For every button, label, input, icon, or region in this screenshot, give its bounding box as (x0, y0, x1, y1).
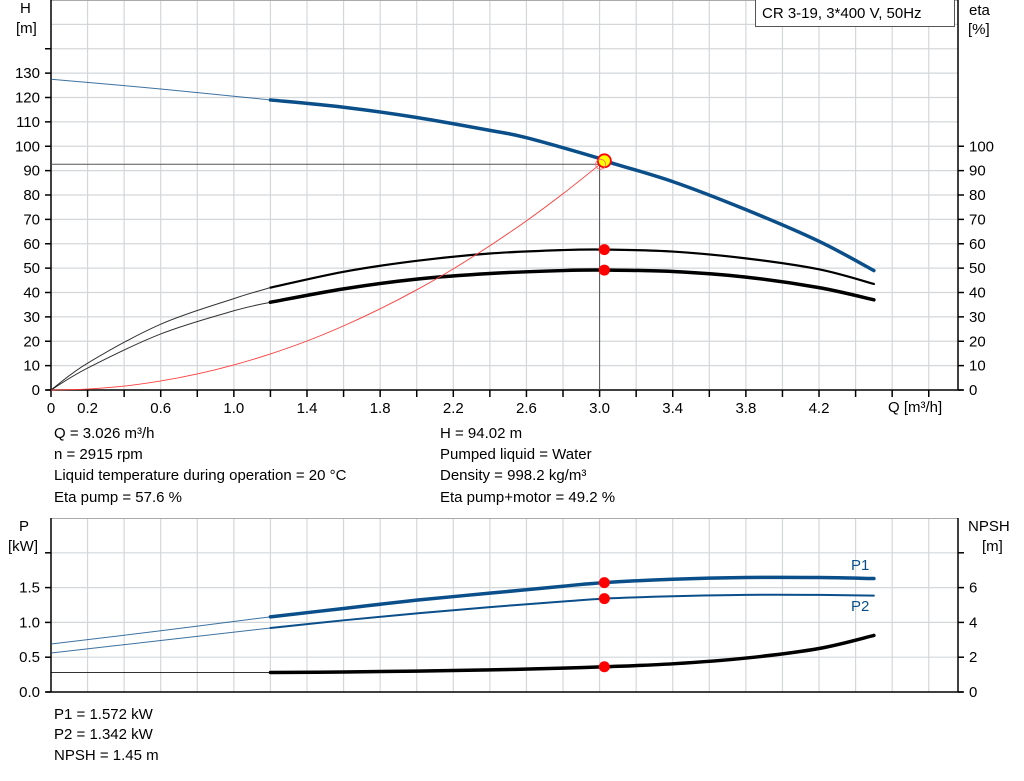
operating-point-NPSH (598, 661, 610, 673)
series-P1-extrapolated (50, 616, 271, 645)
info-p1: P1 = 1.572 kW (54, 706, 153, 723)
h-axis-label: H (20, 0, 31, 17)
x-tick-label: 2.6 (516, 400, 537, 417)
series-eta_pump-line (269, 248, 875, 289)
series-P1-line (268, 575, 876, 619)
h-axis-unit: [m] (16, 20, 37, 37)
x-tick-label: 1.4 (297, 400, 318, 417)
y-tick-label: 10 (23, 358, 40, 375)
series-eta_pump_motor-line (268, 268, 876, 304)
series-eta_pump_motor-extrapolated (50, 301, 271, 391)
x-tick-label: 0.6 (150, 400, 171, 417)
system-curve-intersection-marker (595, 158, 606, 170)
y-tick-label: 70 (23, 211, 40, 228)
y-tick-label: 60 (23, 236, 40, 253)
y-tick-label: 0 (32, 382, 40, 399)
y2-tick-label: 6 (969, 580, 977, 597)
chart-title-box: CR 3-19, 3*400 V, 50Hz (755, 0, 955, 27)
y-tick-label: 0.0 (19, 684, 40, 701)
series-eta_pump-extrapolated (50, 287, 271, 391)
y-tick-label: 130 (15, 65, 40, 82)
y2-tick-label: 40 (969, 285, 986, 302)
x-tick-label: 1.0 (223, 400, 244, 417)
x-tick-label: 4.2 (809, 400, 830, 417)
y-tick-label: 50 (23, 260, 40, 277)
y-tick-label: 1.0 (19, 614, 40, 631)
info-temp: Liquid temperature during operation = 20… (54, 467, 347, 484)
y-tick-label: 80 (23, 187, 40, 204)
npsh-axis-unit: [m] (982, 538, 1003, 555)
info-liquid: Pumped liquid = Water (440, 446, 592, 463)
y-tick-label: 30 (23, 309, 40, 326)
y-tick-label: 0.5 (19, 649, 40, 666)
info-npsh: NPSH = 1.45 m (54, 747, 159, 764)
x-tick-label: 0 (47, 400, 55, 417)
y2-tick-label: 10 (969, 358, 986, 375)
y2-tick-label: 100 (969, 138, 994, 155)
y2-tick-label: 0 (969, 684, 977, 701)
y-tick-label: 40 (23, 285, 40, 302)
y2-tick-label: 20 (969, 333, 986, 350)
y2-tick-label: 60 (969, 236, 986, 253)
info-h: H = 94.02 m (440, 425, 523, 442)
x-tick-label: 3.0 (589, 400, 610, 417)
y2-tick-label: 70 (969, 211, 986, 228)
x-tick-label: 1.8 (370, 400, 391, 417)
y2-tick-label: 4 (969, 614, 977, 631)
operating-point-eta_pump_motor (598, 264, 610, 276)
operating-point-P1 (598, 577, 610, 589)
x-tick-label: 0.2 (77, 400, 98, 417)
eta-axis-label: eta (969, 2, 990, 19)
series-H-line (268, 98, 876, 273)
series-P2-extrapolated (50, 627, 271, 654)
x-tick-label: 3.4 (662, 400, 683, 417)
series-H-extrapolated (50, 78, 271, 101)
operating-point-P2 (598, 593, 610, 605)
y2-tick-label: 50 (969, 260, 986, 277)
y2-tick-label: 90 (969, 163, 986, 180)
info-n: n = 2915 rpm (54, 446, 143, 463)
y-tick-label: 1.5 (19, 580, 40, 597)
q-axis-label: Q [m³/h] (888, 399, 943, 416)
y2-tick-label: 80 (969, 187, 986, 204)
x-tick-label: 3.8 (735, 400, 756, 417)
info-q: Q = 3.026 m³/h (54, 425, 155, 442)
info-density: Density = 998.2 kg/m³ (440, 467, 587, 484)
p2-series-label: P2 (851, 598, 870, 615)
y-tick-label: 20 (23, 333, 40, 350)
p-axis-unit: [kW] (8, 538, 38, 555)
y2-tick-label: 30 (969, 309, 986, 326)
series-system-line (50, 160, 605, 391)
eta-axis-unit: [%] (968, 21, 990, 38)
y-tick-label: 90 (23, 163, 40, 180)
info-eta-pump: Eta pump = 57.6 % (54, 489, 182, 506)
y2-tick-label: 2 (969, 649, 977, 666)
y-tick-label: 100 (15, 138, 40, 155)
npsh-axis-label: NPSH (968, 518, 1010, 535)
p1-series-label: P1 (851, 557, 870, 574)
p-axis-label: P (19, 518, 30, 535)
info-p2: P2 = 1.342 kW (54, 726, 153, 743)
series-NPSH-line (268, 633, 876, 675)
y-tick-label: 110 (16, 114, 40, 131)
x-tick-label: 2.2 (443, 400, 464, 417)
info-eta-total: Eta pump+motor = 49.2 % (440, 489, 616, 506)
y-tick-label: 120 (15, 90, 40, 107)
operating-point-eta_pump (598, 244, 610, 256)
series-P2-line (269, 593, 875, 629)
y2-tick-label: 0 (969, 382, 977, 399)
